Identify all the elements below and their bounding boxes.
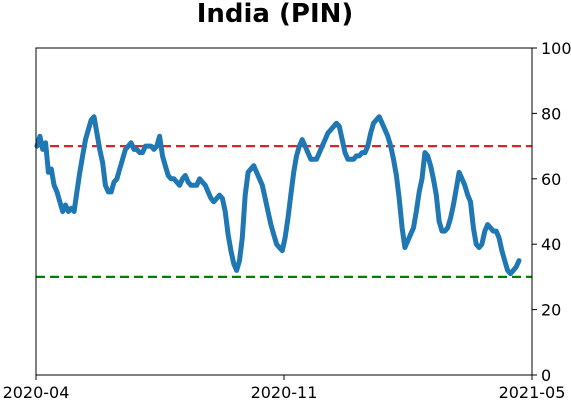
chart-title: India (PIN) xyxy=(197,0,354,29)
reference-lines xyxy=(36,145,532,278)
y-tick-label: 0 xyxy=(541,366,551,385)
series-layer xyxy=(34,114,522,277)
x-axis: 2020-04 2020-11 2021-05 xyxy=(3,375,566,402)
y-tick-label: 40 xyxy=(541,235,561,254)
series-line xyxy=(34,114,522,277)
y-tick-label: 60 xyxy=(541,170,561,189)
x-tick-label: 2020-11 xyxy=(251,383,318,402)
y-axis: 0 20 40 60 80 100 xyxy=(532,39,571,385)
x-tick-label: 2020-04 xyxy=(3,383,70,402)
x-tick-label: 2021-05 xyxy=(499,383,566,402)
y-tick-label: 80 xyxy=(541,104,561,123)
y-tick-label: 20 xyxy=(541,301,561,320)
plot-frame xyxy=(35,47,533,376)
y-tick-label: 100 xyxy=(541,39,571,58)
